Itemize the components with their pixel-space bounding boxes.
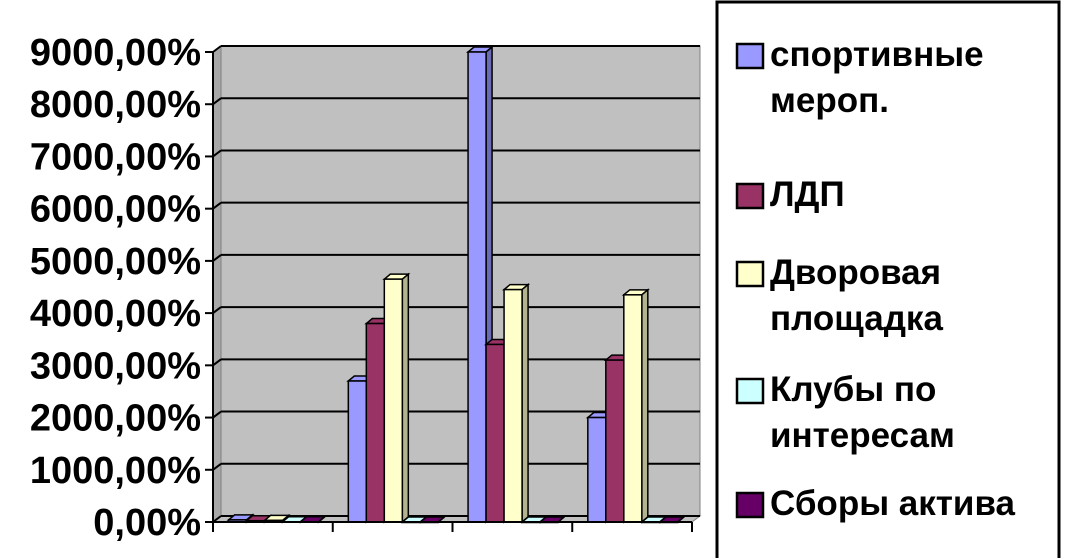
legend-swatch xyxy=(735,377,765,405)
legend-label: ЛДП xyxy=(770,175,845,214)
legend-label: Дворовая xyxy=(770,253,941,292)
gridline-side xyxy=(212,97,222,106)
y-tick-label: 2000,00% xyxy=(30,398,201,440)
legend-label: Сборы актива xyxy=(770,484,1016,523)
legend-label: интересам xyxy=(770,416,955,455)
bar xyxy=(383,278,404,523)
bar xyxy=(485,343,505,523)
gridline-side xyxy=(212,201,222,210)
gridline-side xyxy=(212,45,222,53)
legend-swatch xyxy=(735,260,765,288)
bar xyxy=(467,51,487,523)
legend-label: мероп. xyxy=(770,81,889,120)
bar-side xyxy=(401,272,410,524)
legend-swatch xyxy=(735,182,765,210)
y-tick-label: 0,00% xyxy=(93,502,201,544)
bar xyxy=(347,380,368,523)
bar-side xyxy=(677,516,685,523)
bar xyxy=(605,359,625,523)
gridline-side xyxy=(212,254,222,262)
bar xyxy=(623,294,643,523)
bar xyxy=(503,288,523,523)
gridline-side xyxy=(212,358,222,367)
y-tick-label: 5000,00% xyxy=(30,241,201,283)
bar xyxy=(365,322,386,523)
y-tick-label: 3000,00% xyxy=(30,345,201,387)
legend-swatch xyxy=(735,491,765,519)
gridline-side xyxy=(212,462,222,471)
bars xyxy=(226,45,686,524)
legend-label: площадка xyxy=(770,299,943,338)
y-tick-label: 7000,00% xyxy=(30,136,201,178)
gridline-side xyxy=(212,410,222,419)
y-tick-label: 4000,00% xyxy=(30,293,201,335)
legend-swatch xyxy=(735,42,765,70)
axes: 0,00% 1000,00% 2000,00% 3000,00% 4000,00% 500… xyxy=(30,32,693,544)
bar xyxy=(587,416,607,523)
bar-side xyxy=(641,288,649,524)
plot-side-wall xyxy=(212,45,222,523)
y-tick-label: 1000,00% xyxy=(30,450,201,492)
legend-label: Клубы по xyxy=(770,370,936,409)
bar-side xyxy=(437,516,445,523)
y-tick-label: 8000,00% xyxy=(30,84,201,126)
y-tick-label: 6000,00% xyxy=(30,189,201,231)
legend-box xyxy=(715,0,1061,558)
bar-side xyxy=(521,283,529,524)
gridline-side xyxy=(212,306,222,314)
bar-side xyxy=(557,516,565,523)
gridline-side xyxy=(212,149,222,158)
y-tick-label: 9000,00% xyxy=(30,32,201,74)
legend: спортивные мероп. ЛДП Дворовая площадка Клубы… xyxy=(715,0,1061,558)
legend-label: спортивные xyxy=(770,35,984,74)
